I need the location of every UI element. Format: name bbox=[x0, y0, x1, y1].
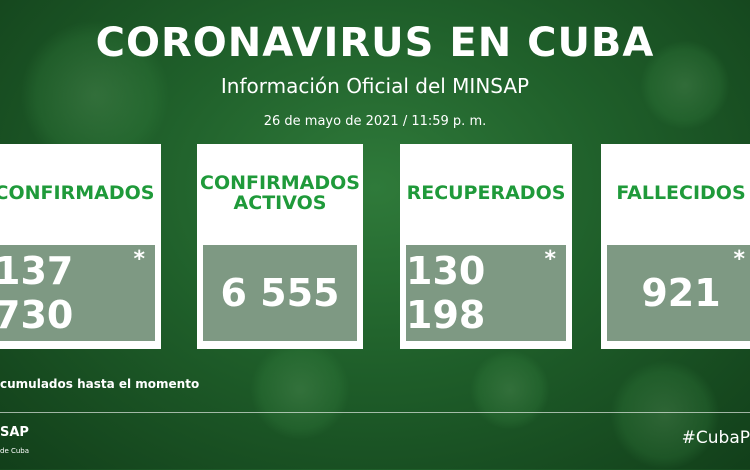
card-value: 921 bbox=[641, 271, 721, 315]
page-subtitle: Información Oficial del MINSAP bbox=[220, 74, 530, 98]
virus-decoration bbox=[640, 40, 730, 130]
asterisk-marker: * bbox=[733, 247, 745, 272]
minsap-logo-subtext: de Cuba bbox=[0, 447, 30, 455]
page-title: CORONAVIRUS EN CUBA bbox=[95, 20, 655, 66]
card-recuperados: RECUPERADOS 130 198 * bbox=[400, 144, 572, 349]
minsap-logo: SAP bbox=[0, 425, 29, 440]
hashtag: #CubaP bbox=[681, 428, 750, 448]
card-value: 130 198 bbox=[406, 249, 486, 337]
card-label: RECUPERADOS bbox=[406, 182, 566, 204]
footnote: cumulados hasta el momento bbox=[0, 377, 200, 391]
card-label: FALLECIDOS bbox=[616, 182, 746, 204]
card-fallecidos: FALLECIDOS 921 * bbox=[601, 144, 750, 349]
virus-decoration bbox=[250, 340, 350, 440]
card-value-box: 137 730 * bbox=[0, 245, 155, 341]
asterisk-marker: * bbox=[133, 247, 145, 272]
asterisk-marker: * bbox=[544, 247, 556, 272]
card-label: CONFIRMADOS bbox=[0, 182, 155, 204]
card-label: CONFIRMADOS ACTIVOS bbox=[200, 172, 360, 214]
card-confirmados-activos: CONFIRMADOS ACTIVOS 6 555 bbox=[197, 144, 363, 349]
card-value-box: 921 * bbox=[607, 245, 750, 341]
card-confirmados: CONFIRMADOS 137 730 * bbox=[0, 144, 161, 349]
card-value: 6 555 bbox=[220, 271, 340, 315]
card-value-box: 6 555 bbox=[203, 245, 357, 341]
virus-decoration bbox=[610, 360, 720, 470]
divider bbox=[0, 412, 750, 413]
report-date: 26 de mayo de 2021 / 11:59 p. m. bbox=[263, 114, 487, 129]
card-value-box: 130 198 * bbox=[406, 245, 566, 341]
card-value: 137 730 bbox=[0, 249, 74, 337]
virus-decoration bbox=[470, 350, 550, 430]
